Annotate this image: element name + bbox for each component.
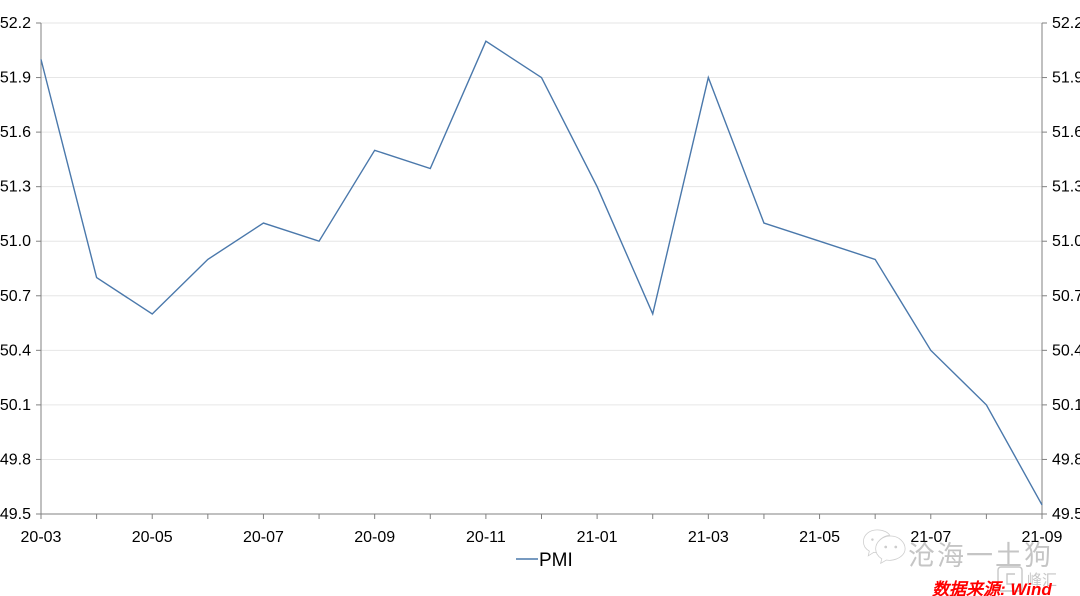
- svg-text:20-05: 20-05: [132, 529, 173, 546]
- svg-text:50.7: 50.7: [0, 288, 31, 305]
- svg-text:21-01: 21-01: [577, 529, 618, 546]
- svg-text:49.5: 49.5: [1052, 506, 1080, 523]
- svg-text:20-03: 20-03: [21, 529, 62, 546]
- svg-text:51.3: 51.3: [0, 179, 31, 196]
- svg-text:21-05: 21-05: [799, 529, 840, 546]
- svg-text:50.1: 50.1: [0, 397, 31, 414]
- svg-text:49.8: 49.8: [1052, 451, 1080, 468]
- svg-text:50.4: 50.4: [1052, 342, 1080, 359]
- svg-text:51.9: 51.9: [1052, 70, 1080, 87]
- svg-text:52.2: 52.2: [0, 15, 31, 32]
- svg-text:20-11: 20-11: [466, 529, 506, 546]
- svg-text:51.0: 51.0: [1052, 233, 1080, 250]
- svg-text:50.7: 50.7: [1052, 288, 1080, 305]
- svg-text:51.6: 51.6: [0, 124, 31, 141]
- svg-text:51.9: 51.9: [0, 70, 31, 87]
- svg-text:49.8: 49.8: [0, 451, 31, 468]
- svg-text:51.0: 51.0: [0, 233, 31, 250]
- svg-text:21-03: 21-03: [688, 529, 729, 546]
- svg-text:52.2: 52.2: [1052, 15, 1080, 32]
- svg-text:50.4: 50.4: [0, 342, 31, 359]
- svg-text:49.5: 49.5: [0, 506, 31, 523]
- svg-text:50.1: 50.1: [1052, 397, 1080, 414]
- svg-text:20-07: 20-07: [243, 529, 284, 546]
- svg-text:51.3: 51.3: [1052, 179, 1080, 196]
- svg-text:20-09: 20-09: [354, 529, 395, 546]
- svg-text:51.6: 51.6: [1052, 124, 1080, 141]
